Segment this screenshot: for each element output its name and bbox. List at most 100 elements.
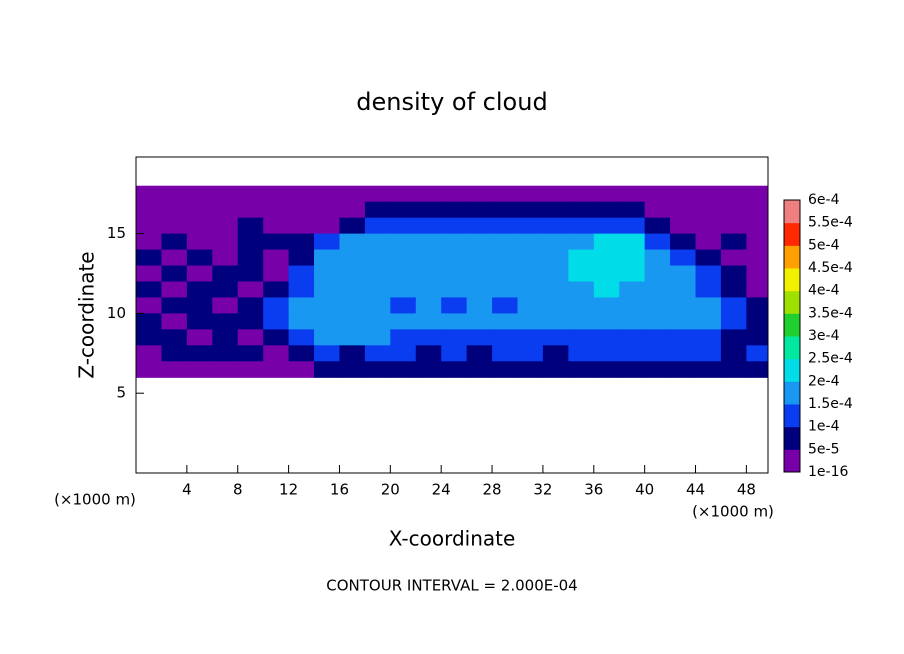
footer-note: CONTOUR INTERVAL = 2.000E-04 <box>326 577 577 595</box>
contour-cell <box>466 361 493 378</box>
contour-cell <box>695 185 722 203</box>
contour-cell <box>288 265 315 283</box>
contour-cell <box>415 345 442 362</box>
contour-cell <box>568 345 595 362</box>
contour-cell <box>390 345 417 362</box>
x-tick-label: 36 <box>584 481 603 499</box>
colorbar-band <box>784 290 800 314</box>
contour-cell <box>644 201 671 219</box>
contour-cell <box>542 297 569 315</box>
contour-cell <box>466 345 493 362</box>
contour-cell <box>670 313 697 330</box>
contour-cell <box>619 313 646 330</box>
contour-cell <box>161 361 188 378</box>
contour-cell <box>390 233 417 251</box>
contour-cell <box>492 265 519 283</box>
contour-cell <box>492 249 519 267</box>
contour-cell <box>720 361 747 378</box>
contour-cell <box>746 361 768 378</box>
contour-cell <box>288 281 315 299</box>
contour-cell <box>492 233 519 251</box>
colorbar-band <box>784 336 800 360</box>
plot-frame <box>135 156 769 474</box>
contour-cell <box>263 201 290 219</box>
contour-cell <box>593 217 620 235</box>
contour-cell <box>339 345 366 362</box>
contour-cell <box>136 185 163 203</box>
contour-cell <box>517 265 544 283</box>
contour-cell <box>670 329 697 346</box>
contour-cell <box>364 297 391 315</box>
contour-cell <box>695 201 722 219</box>
contour-cell <box>746 297 768 315</box>
contour-cell <box>441 217 468 235</box>
contour-cell <box>390 281 417 299</box>
contour-cell <box>517 361 544 378</box>
contour-cell <box>492 201 519 219</box>
contour-cell <box>746 185 768 203</box>
contour-cell <box>237 297 264 315</box>
contour-cell <box>364 281 391 299</box>
contour-cell <box>161 265 188 283</box>
contour-cell <box>466 249 493 267</box>
contour-cell <box>593 233 620 251</box>
contour-cell <box>237 361 264 378</box>
contour-cell <box>466 329 493 346</box>
contour-cell <box>339 249 366 267</box>
contour-cell <box>263 185 290 203</box>
contour-cell <box>415 361 442 378</box>
contour-cell <box>390 201 417 219</box>
contour-cell <box>415 185 442 203</box>
contour-cell <box>568 233 595 251</box>
contour-cell <box>670 201 697 219</box>
contour-cell <box>670 297 697 315</box>
contour-cell <box>746 249 768 267</box>
colorbar-frame <box>783 199 801 473</box>
contour-cell <box>186 361 213 378</box>
contour-cell <box>237 201 264 219</box>
contour-cell <box>670 281 697 299</box>
contour-cell <box>670 249 697 267</box>
contour-cell <box>314 361 341 378</box>
contour-cell <box>517 281 544 299</box>
y-unit-label: (×1000 m) <box>54 491 136 509</box>
contour-cell <box>212 249 239 267</box>
contour-cell <box>161 329 188 346</box>
contour-cell <box>339 329 366 346</box>
y-tick-label: 10 <box>107 304 126 322</box>
contour-cell <box>237 185 264 203</box>
contour-cell <box>415 233 442 251</box>
contour-cell <box>492 345 519 362</box>
contour-cell <box>186 249 213 267</box>
contour-cell <box>517 217 544 235</box>
contour-cell <box>186 345 213 362</box>
contour-cell <box>237 265 264 283</box>
contour-cell <box>212 361 239 378</box>
contour-cell <box>695 217 722 235</box>
contour-cell <box>568 361 595 378</box>
contour-cell <box>619 297 646 315</box>
contour-cell <box>644 265 671 283</box>
contour-cell <box>644 281 671 299</box>
contour-cell <box>136 297 163 315</box>
contour-cell <box>644 329 671 346</box>
contour-cell <box>746 201 768 219</box>
contour-cell <box>186 265 213 283</box>
contour-cell <box>517 233 544 251</box>
contour-cell <box>136 201 163 219</box>
contour-cell <box>212 233 239 251</box>
contour-cell <box>720 217 747 235</box>
contour-cell <box>314 281 341 299</box>
contour-cell <box>441 345 468 362</box>
contour-cell <box>390 249 417 267</box>
contour-cell <box>339 233 366 251</box>
colorbar-band <box>784 426 800 450</box>
contour-cell <box>441 297 468 315</box>
contour-cell <box>263 233 290 251</box>
contour-cell <box>415 297 442 315</box>
contour-cell <box>263 345 290 362</box>
contour-cell <box>288 201 315 219</box>
contour-cell <box>517 249 544 267</box>
y-tick-label: 5 <box>116 384 126 402</box>
contour-cell <box>466 297 493 315</box>
